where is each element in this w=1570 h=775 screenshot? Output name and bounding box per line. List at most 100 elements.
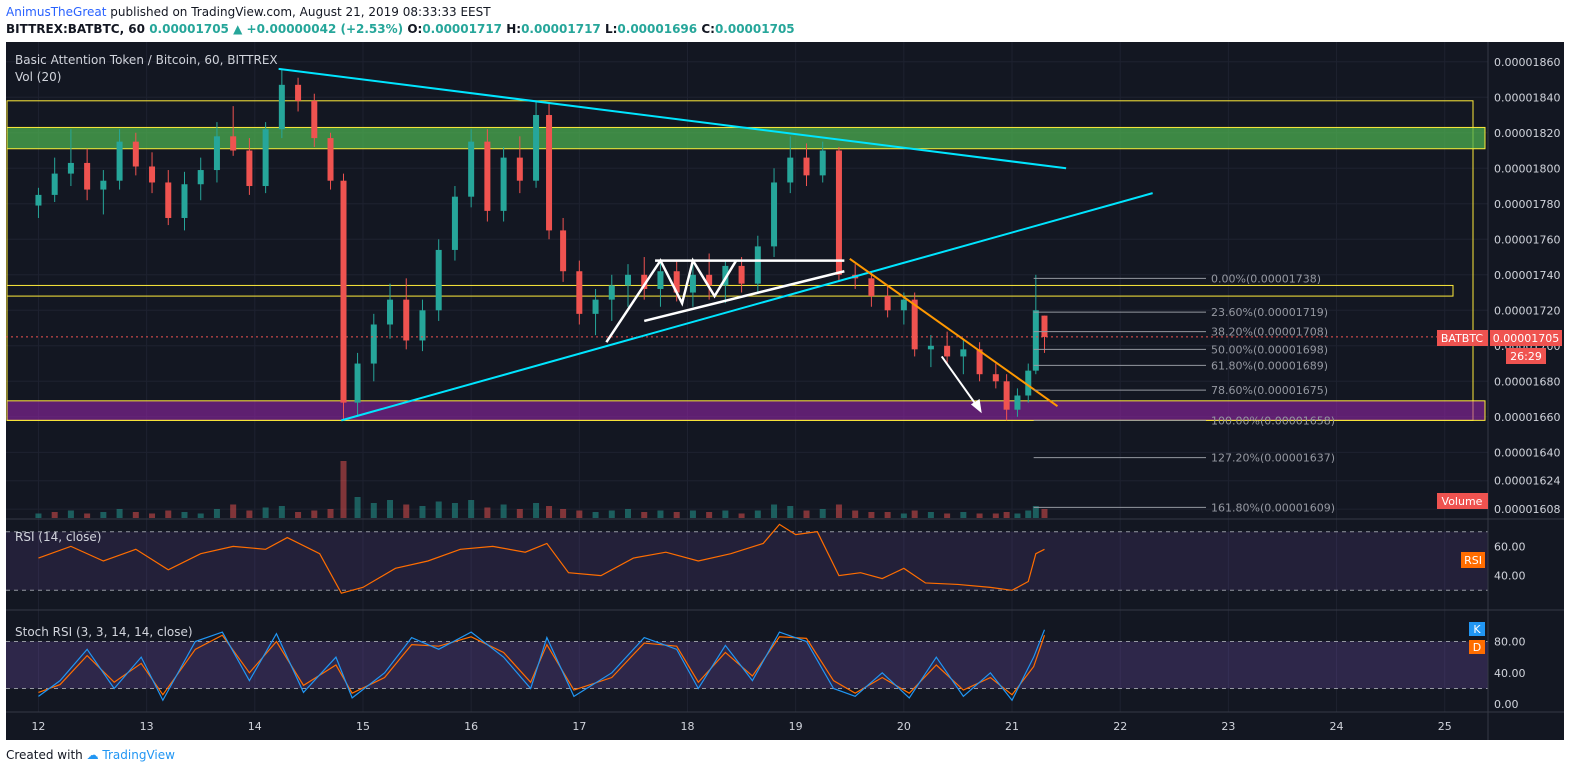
- volume-bar: [1025, 510, 1032, 518]
- candle-body[interactable]: [625, 274, 632, 286]
- countdown-badge-bg: [1506, 348, 1546, 364]
- candle-body[interactable]: [960, 349, 967, 357]
- candle-body[interactable]: [608, 285, 615, 300]
- volume-bar: [673, 512, 680, 518]
- stoch-d-line[interactable]: [38, 634, 1046, 696]
- volume-bar: [884, 512, 891, 518]
- author-link[interactable]: AnimusTheGreat: [6, 5, 107, 19]
- candle-body[interactable]: [340, 180, 347, 403]
- candle-body[interactable]: [1014, 395, 1021, 410]
- symbol-badge: BATBTC: [1441, 332, 1484, 345]
- stoch-k-line[interactable]: [38, 629, 1046, 702]
- candle-body[interactable]: [944, 345, 951, 357]
- candle-body[interactable]: [84, 162, 91, 190]
- candle-body[interactable]: [403, 299, 410, 341]
- candle-body[interactable]: [546, 115, 553, 231]
- candle-body[interactable]: [67, 162, 74, 174]
- candle-body[interactable]: [451, 196, 458, 250]
- d-badge-bg: [1469, 640, 1485, 654]
- fib-level-label: 0.00%(0.00001738): [1211, 272, 1321, 285]
- candle-body[interactable]: [387, 299, 394, 325]
- candle-body[interactable]: [657, 271, 664, 289]
- volume-bar: [819, 509, 826, 518]
- candle-body[interactable]: [706, 274, 713, 286]
- candle-body[interactable]: [295, 84, 302, 101]
- candle-body[interactable]: [819, 150, 826, 176]
- candle-body[interactable]: [533, 115, 540, 181]
- candle-body[interactable]: [576, 271, 583, 314]
- tradingview-logo-icon: ☁: [86, 748, 99, 762]
- candle-body[interactable]: [992, 374, 999, 382]
- candle-body[interactable]: [327, 138, 334, 181]
- candle-body[interactable]: [165, 182, 172, 218]
- volume-bar: [165, 510, 172, 518]
- price-tick-label: 0.00001608: [1494, 503, 1560, 516]
- candle-body[interactable]: [911, 299, 918, 350]
- candle-body[interactable]: [722, 265, 729, 286]
- rsi-badge: RSI: [1464, 554, 1482, 567]
- volume-bar: [689, 510, 696, 518]
- candle-body[interactable]: [884, 296, 891, 311]
- stoch-tick-label: 40.00: [1494, 667, 1526, 680]
- candle-body[interactable]: [116, 141, 123, 181]
- time-tick-label: 15: [356, 720, 370, 733]
- tradingview-link[interactable]: TradingView: [102, 748, 175, 762]
- candle-body[interactable]: [311, 100, 318, 139]
- candle-body[interactable]: [246, 150, 253, 187]
- fibonacci-layer: 0.00%(0.00001738) 23.60%(0.00001719) 38.20…: [1033, 272, 1335, 514]
- fib-level-label: 61.80%(0.00001689): [1211, 359, 1328, 372]
- candle-body[interactable]: [230, 136, 237, 151]
- candle-body[interactable]: [197, 170, 204, 185]
- candle-body[interactable]: [868, 278, 875, 297]
- candle-body[interactable]: [132, 141, 139, 167]
- candle-body[interactable]: [51, 173, 58, 195]
- trendline-ascending-support: [341, 192, 1153, 422]
- candle-body[interactable]: [738, 265, 745, 284]
- candle-body[interactable]: [262, 129, 269, 187]
- candle-body[interactable]: [468, 141, 475, 197]
- candle-body[interactable]: [1032, 310, 1039, 371]
- candle-body[interactable]: [771, 182, 778, 247]
- price-tick-label: 0.00001740: [1494, 269, 1560, 282]
- candle-body[interactable]: [641, 274, 648, 289]
- candle-body[interactable]: [516, 157, 523, 181]
- candle-body[interactable]: [370, 324, 377, 364]
- candle-body[interactable]: [354, 363, 361, 403]
- volume-badge: Volume: [1442, 495, 1483, 508]
- candle-body[interactable]: [484, 141, 491, 211]
- volume-bar: [340, 461, 347, 518]
- candle-body[interactable]: [1041, 315, 1048, 337]
- candle-body[interactable]: [35, 194, 42, 206]
- volume-bar: [67, 510, 74, 518]
- volume-bar: [868, 512, 875, 518]
- candle-body[interactable]: [100, 180, 107, 190]
- candle-body[interactable]: [835, 150, 842, 275]
- candle-body[interactable]: [1003, 381, 1010, 410]
- candle-body[interactable]: [976, 349, 983, 375]
- rsi-line[interactable]: [38, 523, 1045, 594]
- rsi-pane[interactable]: [6, 523, 1488, 594]
- candle-body[interactable]: [927, 345, 934, 350]
- candle-body[interactable]: [673, 271, 680, 293]
- candle-body[interactable]: [419, 310, 426, 341]
- price-tick-label: 0.00001680: [1494, 375, 1560, 388]
- candle-body[interactable]: [213, 136, 220, 171]
- zone-layer: [6, 100, 1486, 421]
- volume-bar: [592, 512, 599, 518]
- candle-body[interactable]: [754, 246, 761, 284]
- candle-body[interactable]: [181, 184, 188, 218]
- time-tick-label: 13: [140, 720, 154, 733]
- candle-body[interactable]: [435, 249, 442, 311]
- candle-body[interactable]: [787, 157, 794, 183]
- candle-body[interactable]: [278, 84, 285, 130]
- candle-body[interactable]: [900, 299, 907, 311]
- candle-body[interactable]: [803, 157, 810, 176]
- candle-body[interactable]: [1025, 370, 1032, 396]
- stoch-rsi-pane[interactable]: [6, 629, 1488, 702]
- candle-body[interactable]: [592, 299, 599, 314]
- candle-body[interactable]: [500, 157, 507, 211]
- candle-body[interactable]: [149, 166, 156, 183]
- candle-body[interactable]: [689, 274, 696, 293]
- candle-body[interactable]: [560, 230, 567, 272]
- trading-chart[interactable]: 0.00%(0.00001738) 23.60%(0.00001719) 38.20…: [6, 42, 1564, 740]
